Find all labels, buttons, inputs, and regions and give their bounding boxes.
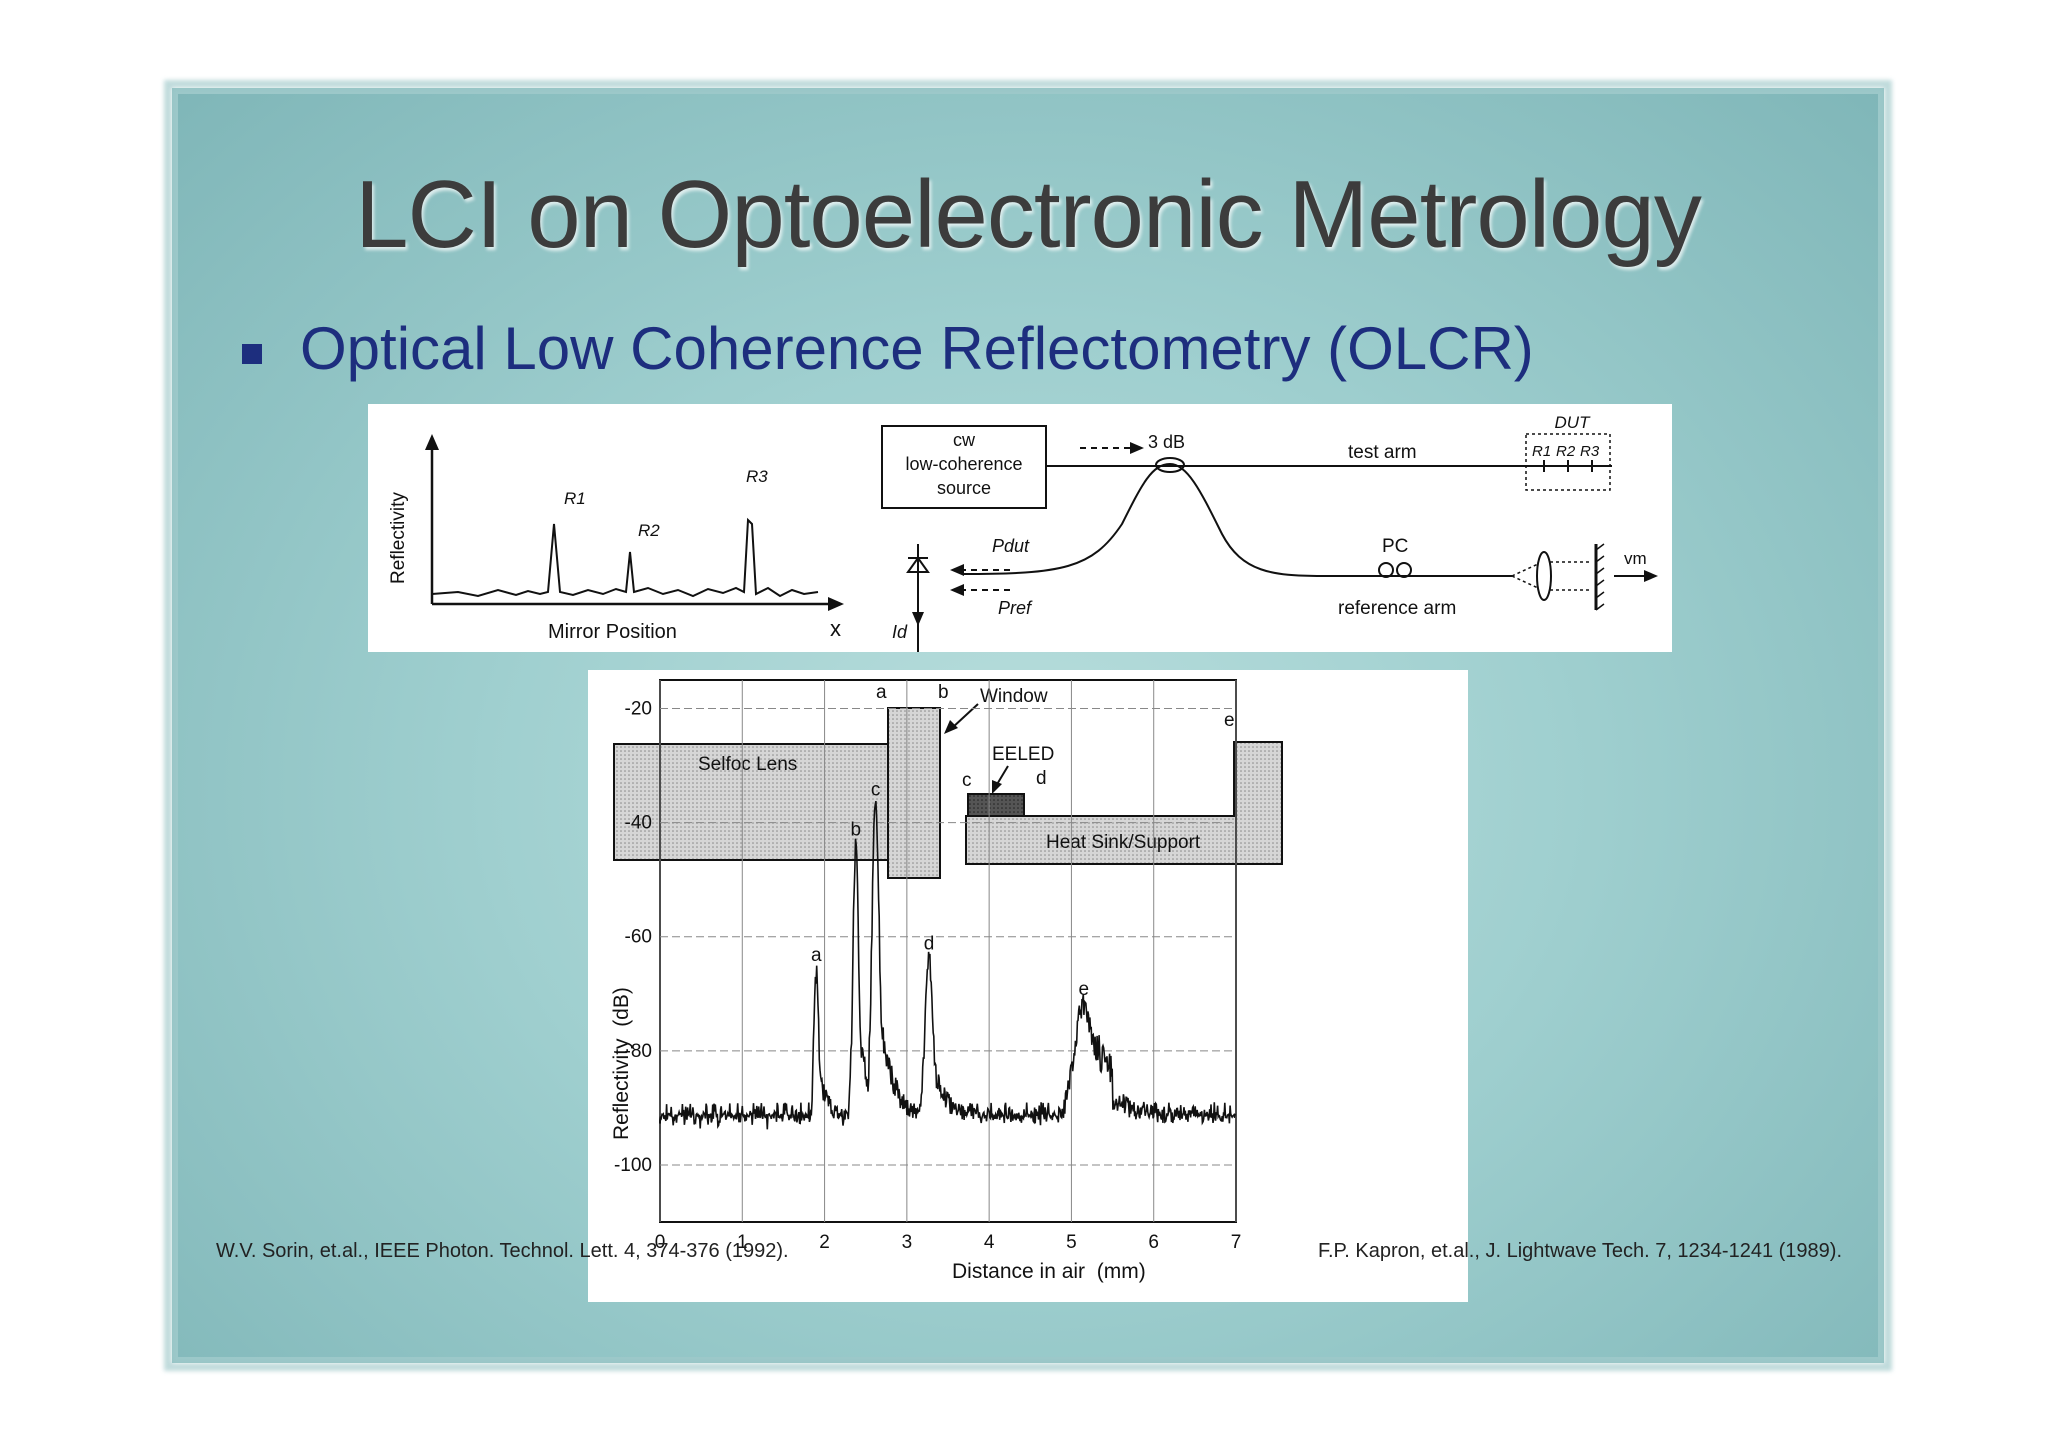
peak-label-r3: R3 xyxy=(746,467,768,486)
peak-label-a: a xyxy=(811,945,822,966)
peak-label-e: e xyxy=(1078,979,1089,1000)
citation-left: W.V. Sorin, et.al., IEEE Photon. Technol… xyxy=(216,1240,789,1262)
dut-r3: R3 xyxy=(1580,443,1600,460)
peak-label-r1: R1 xyxy=(564,489,586,508)
reference-arm-label: reference arm xyxy=(1338,598,1456,619)
coupler-label: 3 dB xyxy=(1148,432,1185,452)
y-tick--20: -20 xyxy=(625,699,652,720)
label-c: c xyxy=(962,770,972,791)
peak-label-d: d xyxy=(924,934,935,955)
source-label-1: cw xyxy=(953,430,976,450)
source-label-3: source xyxy=(937,478,991,498)
p-ref-label: Pref xyxy=(998,598,1033,618)
x-tick-6: 6 xyxy=(1148,1232,1159,1253)
p-dut-label: Pdut xyxy=(992,536,1030,556)
x-tick-7: 7 xyxy=(1231,1232,1242,1253)
x-tick-5: 5 xyxy=(1066,1232,1077,1253)
y-axis-label: Reflectivity xyxy=(388,492,409,584)
chart-ylabel: Reflectivity (dB) xyxy=(610,987,633,1140)
label-d: d xyxy=(1036,768,1047,789)
figure-reflectivity-sketch: R1 R2 R3 Reflectivity Mirror Position x xyxy=(368,404,858,652)
bullet-text: Optical Low Coherence Reflectometry (OLC… xyxy=(300,315,1534,382)
y-tick--100: -100 xyxy=(614,1155,652,1176)
x-axis-label: Mirror Position xyxy=(548,621,677,643)
dut-r1: R1 xyxy=(1532,443,1551,460)
label-b: b xyxy=(938,682,949,703)
id-label: Id xyxy=(892,622,908,642)
dut-label: DUT xyxy=(1555,413,1592,432)
x-tick-3: 3 xyxy=(902,1232,913,1253)
chart-xlabel: Distance in air (mm) xyxy=(952,1260,1146,1283)
pc-label: PC xyxy=(1382,536,1408,557)
heat-sink-label: Heat Sink/Support xyxy=(1046,832,1201,853)
x-tick-2: 2 xyxy=(819,1232,830,1253)
peak-label-b: b xyxy=(851,819,862,840)
reflectivity-trace xyxy=(659,800,1237,1130)
dut-r2: R2 xyxy=(1556,443,1576,460)
x-tick-4: 4 xyxy=(984,1232,995,1253)
y-tick--40: -40 xyxy=(625,813,652,834)
label-a: a xyxy=(876,682,887,703)
x-tick-0: 0 xyxy=(655,1232,666,1253)
label-e: e xyxy=(1224,710,1235,731)
window-label: Window xyxy=(980,686,1048,707)
peak-label-c: c xyxy=(871,780,881,801)
bullet-marker xyxy=(242,344,262,364)
test-arm-label: test arm xyxy=(1348,442,1417,463)
eeled-label: EELED xyxy=(992,744,1054,765)
citation-right: F.P. Kapron, et.al., J. Lightwave Tech. … xyxy=(1317,1240,1842,1262)
slide-title: LCI on Optoelectronic Metrology xyxy=(355,161,1702,268)
y-tick--60: -60 xyxy=(625,927,652,948)
source-label-2: low-coherence xyxy=(905,454,1022,474)
x-axis-letter: x xyxy=(830,616,841,641)
peak-label-r2: R2 xyxy=(638,521,660,540)
x-tick-1: 1 xyxy=(737,1232,748,1253)
figure-olcr-setup: cw low-coherence source 3 dB test arm DU… xyxy=(852,404,1672,652)
vm-label: vm xyxy=(1624,549,1647,568)
selfoc-lens-label: Selfoc Lens xyxy=(698,754,797,775)
y-tick--80: -80 xyxy=(625,1041,652,1062)
figure-eeled-measurement: Selfoc Lens a b Window EELED c d Heat Si… xyxy=(588,670,1468,1302)
